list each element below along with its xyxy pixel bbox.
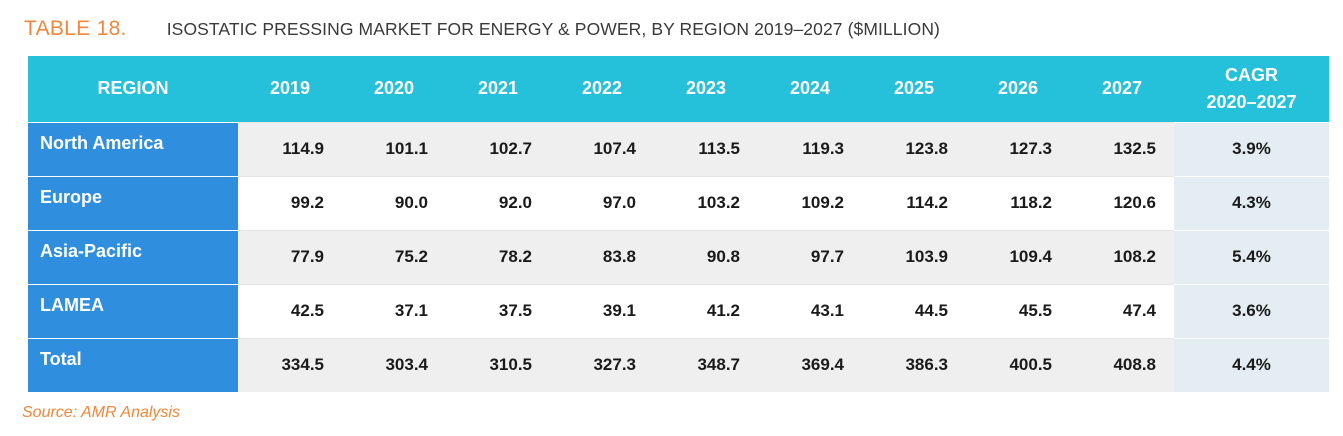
value-cell: 39.1 [550,283,654,338]
source-note: Source: AMR Analysis [22,404,180,421]
year-header: 2023 [685,78,727,99]
value-cell: 386.3 [862,337,966,392]
value-cell: 43.1 [758,283,862,338]
value-cell: 102.7 [446,121,550,176]
value-cell: 108.2 [1070,229,1174,284]
value-cell: 47.4 [1070,283,1174,338]
year-header: 2025 [893,78,935,99]
value-cell: 109.2 [758,175,862,230]
year-header: 2027 [1101,78,1143,99]
value-cell: 310.5 [446,337,550,392]
value-cell: 77.9 [238,229,342,284]
value-cell: 42.5 [238,283,342,338]
value-cell: 127.3 [966,121,1070,176]
region-cell: North America [28,121,238,176]
region-cell: Total [28,337,238,392]
value-cell: 118.2 [966,175,1070,230]
value-cell: 114.9 [238,121,342,176]
table-row: North America 114.9 101.1 102.7 107.4 11… [28,121,1329,176]
table-number: TABLE 18. [24,17,127,40]
value-cell: 400.5 [966,337,1070,392]
value-cell: 83.8 [550,229,654,284]
value-cell: 123.8 [862,121,966,176]
region-header: REGION [97,78,169,99]
value-cell: 334.5 [238,337,342,392]
value-cell: 120.6 [1070,175,1174,230]
value-cell: 369.4 [758,337,862,392]
value-cell: 103.2 [654,175,758,230]
cagr-header-line1: CAGR [1225,64,1278,85]
cagr-cell: 3.9% [1174,121,1329,176]
table-title: ISOSTATIC PRESSING MARKET FOR ENERGY & P… [166,18,940,39]
value-cell: 90.0 [342,175,446,230]
table-row: LAMEA 42.5 37.1 37.5 39.1 41.2 43.1 44.5… [28,283,1329,338]
year-header: 2026 [997,78,1039,99]
value-cell: 97.0 [550,175,654,230]
table-caption: TABLE 18. ISOSTATIC PRESSING MARKET FOR … [24,14,940,44]
value-cell: 114.2 [862,175,966,230]
year-header: 2022 [581,78,623,99]
value-cell: 78.2 [446,229,550,284]
value-cell: 327.3 [550,337,654,392]
value-cell: 97.7 [758,229,862,284]
value-cell: 37.1 [342,283,446,338]
value-cell: 103.9 [862,229,966,284]
value-cell: 109.4 [966,229,1070,284]
value-cell: 37.5 [446,283,550,338]
header-row: REGION 2019 2020 2021 2022 2023 2024 202… [28,56,1329,122]
year-header: 2024 [789,78,831,99]
table-row: Europe 99.2 90.0 92.0 97.0 103.2 109.2 1… [28,175,1329,230]
cagr-header-line2: 2020–2027 [1206,91,1297,112]
table-row-total: Total 334.5 303.4 310.5 327.3 348.7 369.… [28,337,1329,392]
year-header: 2019 [269,78,311,99]
table-row: Asia-Pacific 77.9 75.2 78.2 83.8 90.8 97… [28,229,1329,284]
value-cell: 408.8 [1070,337,1174,392]
value-cell: 132.5 [1070,121,1174,176]
cagr-cell: 4.3% [1174,175,1329,230]
region-cell: Europe [28,175,238,230]
value-cell: 113.5 [654,121,758,176]
region-cell: LAMEA [28,283,238,338]
value-cell: 101.1 [342,121,446,176]
value-cell: 44.5 [862,283,966,338]
market-table: REGION 2019 2020 2021 2022 2023 2024 202… [28,56,1329,392]
year-header: 2020 [373,78,415,99]
value-cell: 348.7 [654,337,758,392]
value-cell: 303.4 [342,337,446,392]
value-cell: 107.4 [550,121,654,176]
value-cell: 119.3 [758,121,862,176]
cagr-cell: 4.4% [1174,337,1329,392]
cagr-cell: 3.6% [1174,283,1329,338]
value-cell: 41.2 [654,283,758,338]
value-cell: 45.5 [966,283,1070,338]
cagr-cell: 5.4% [1174,229,1329,284]
region-cell: Asia-Pacific [28,229,238,284]
value-cell: 90.8 [654,229,758,284]
value-cell: 75.2 [342,229,446,284]
value-cell: 99.2 [238,175,342,230]
value-cell: 92.0 [446,175,550,230]
cagr-header: CAGR 2020–2027 [1174,56,1329,122]
year-header: 2021 [477,78,519,99]
